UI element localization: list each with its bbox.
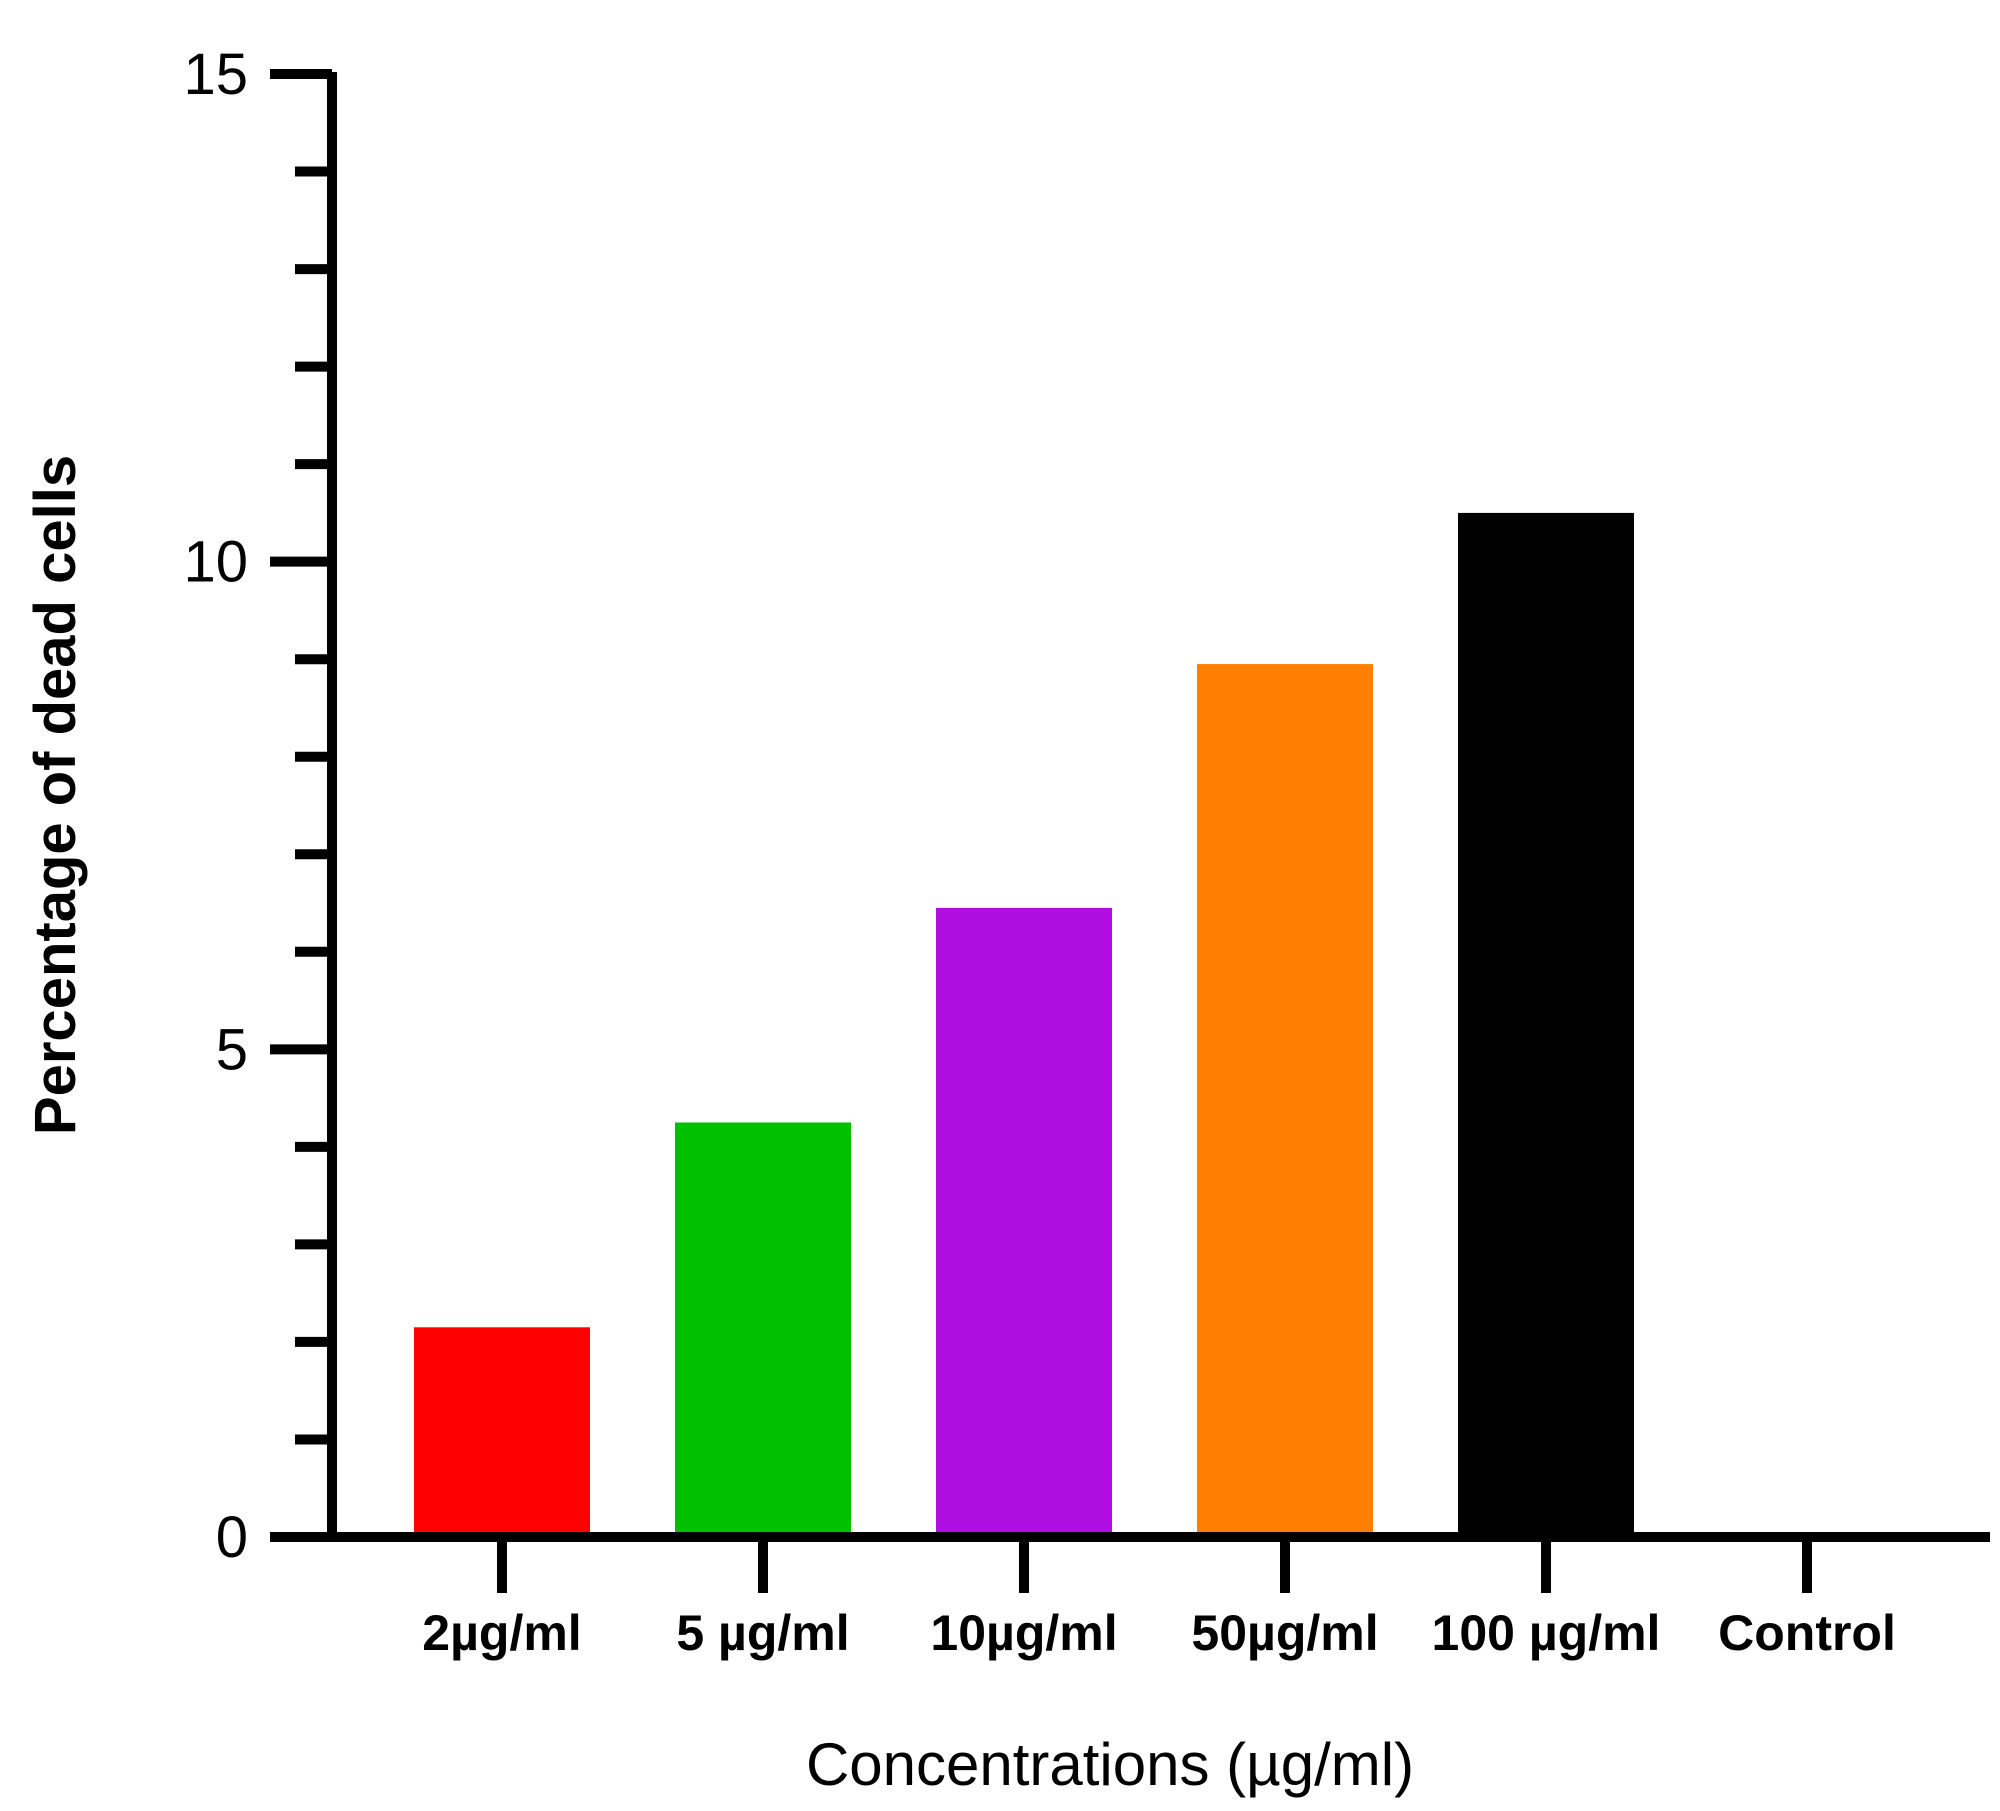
x-tick-label: 10µg/ml bbox=[930, 1605, 1117, 1661]
bar-5 bbox=[1458, 512, 1634, 1537]
bar-4 bbox=[1197, 664, 1373, 1537]
x-axis: 2µg/ml 5 µg/ml 10µg/ml 50µg/ml 100 µg/ml Cont… bbox=[270, 1532, 1990, 1661]
bar-2 bbox=[675, 1122, 851, 1537]
y-tick-label: 5 bbox=[216, 1017, 248, 1082]
y-axis-title: Percentage of dead cells bbox=[23, 455, 88, 1135]
bar-1 bbox=[414, 1327, 590, 1537]
x-tick-label: 2µg/ml bbox=[422, 1605, 581, 1661]
bar-3 bbox=[936, 907, 1112, 1537]
y-axis: 0 5 10 15 bbox=[183, 42, 337, 1570]
x-axis-title: Concentrations (µg/ml) bbox=[806, 1731, 1414, 1798]
bars-group bbox=[414, 512, 1634, 1537]
y-tick-label: 10 bbox=[183, 530, 248, 595]
x-tick-label: Control bbox=[1718, 1605, 1896, 1661]
x-tick-label: 100 µg/ml bbox=[1432, 1605, 1661, 1661]
x-tick-label: 50µg/ml bbox=[1191, 1605, 1378, 1661]
y-tick-label: 15 bbox=[183, 42, 248, 107]
y-tick-label: 0 bbox=[216, 1505, 248, 1570]
x-tick-label: 5 µg/ml bbox=[676, 1605, 849, 1661]
